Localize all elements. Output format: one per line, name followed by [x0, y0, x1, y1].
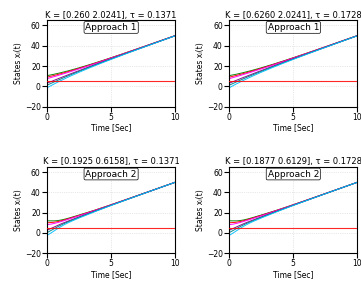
- Text: Approach 1: Approach 1: [268, 23, 319, 32]
- Title: K = [0.1877 0.6129], τ = 0.1728: K = [0.1877 0.6129], τ = 0.1728: [225, 157, 361, 166]
- X-axis label: Time [Sec]: Time [Sec]: [91, 270, 131, 279]
- Y-axis label: States xᵢ(t): States xᵢ(t): [14, 189, 23, 231]
- Title: K = [0.6260 2.0241], τ = 0.1728: K = [0.6260 2.0241], τ = 0.1728: [225, 10, 361, 19]
- Text: Approach 1: Approach 1: [86, 23, 137, 32]
- Text: Approach 2: Approach 2: [268, 170, 319, 179]
- X-axis label: Time [Sec]: Time [Sec]: [273, 123, 313, 132]
- Y-axis label: States xᵢ(t): States xᵢ(t): [196, 42, 205, 84]
- X-axis label: Time [Sec]: Time [Sec]: [273, 270, 313, 279]
- Y-axis label: States xᵢ(t): States xᵢ(t): [196, 189, 205, 231]
- Y-axis label: States xᵢ(t): States xᵢ(t): [14, 42, 23, 84]
- X-axis label: Time [Sec]: Time [Sec]: [91, 123, 131, 132]
- Title: K = [0.1925 0.6158], τ = 0.1371: K = [0.1925 0.6158], τ = 0.1371: [43, 157, 179, 166]
- Title: K = [0.260 2.0241], τ = 0.1371: K = [0.260 2.0241], τ = 0.1371: [45, 10, 177, 19]
- Text: Approach 2: Approach 2: [86, 170, 137, 179]
